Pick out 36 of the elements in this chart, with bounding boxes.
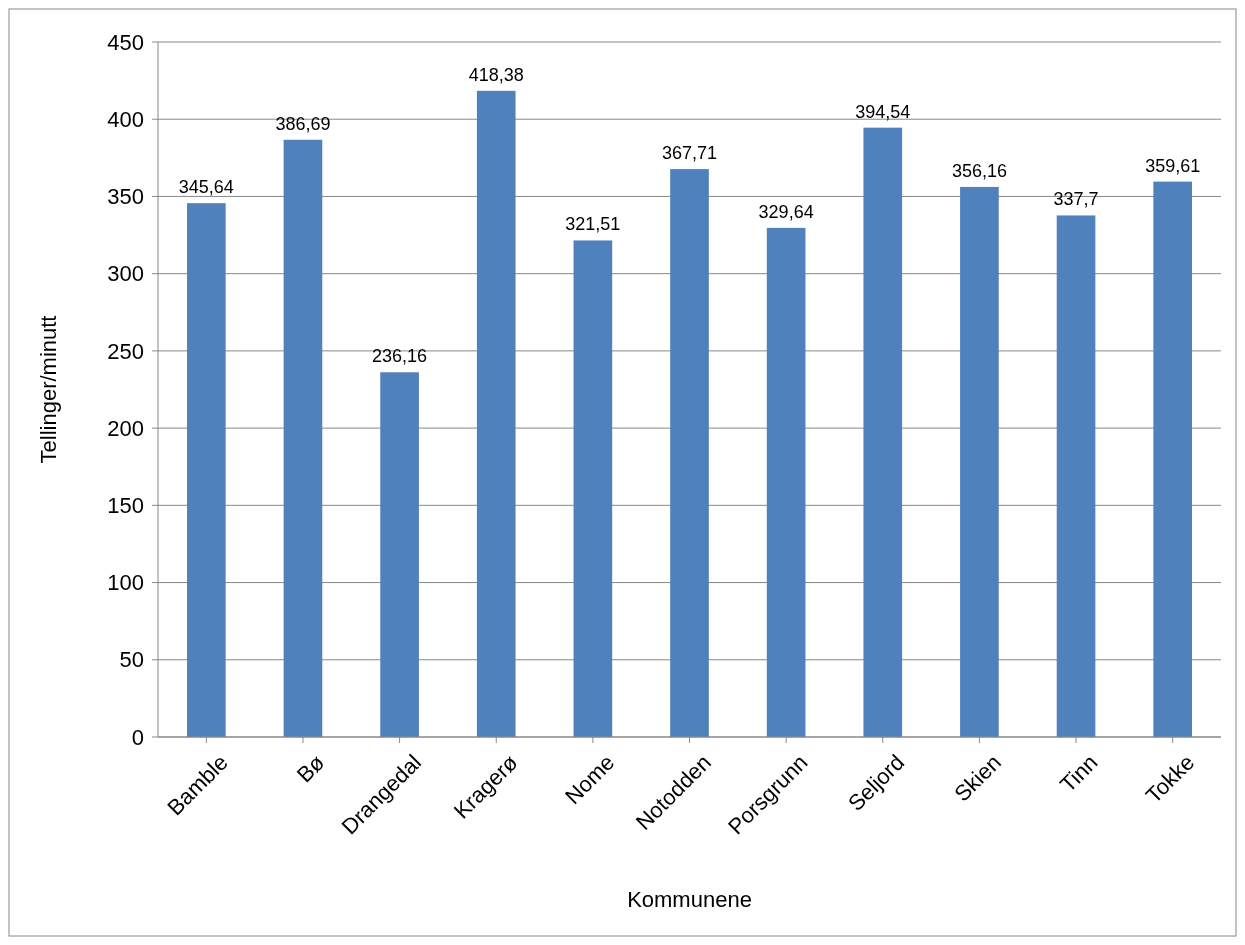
data-label: 367,71 [661, 143, 718, 164]
data-label: 359,61 [1145, 155, 1201, 176]
y-tick-label: 300 [107, 261, 144, 287]
bar [186, 203, 226, 737]
bar [573, 240, 613, 737]
bar [476, 90, 516, 737]
data-label: 321,51 [565, 214, 621, 235]
y-tick-label: 0 [131, 724, 144, 750]
data-label: 345,64 [178, 177, 234, 198]
data-label: 394,54 [855, 101, 911, 122]
x-axis-title: Kommunene [627, 887, 752, 912]
y-tick-label: 250 [107, 338, 144, 364]
bar [766, 227, 806, 737]
bar [380, 372, 419, 737]
bar [863, 127, 903, 737]
data-label: 329,64 [758, 201, 814, 222]
data-label: 236,16 [372, 346, 428, 367]
x-tick-label: Tinn [1055, 749, 1103, 798]
bar [1153, 181, 1192, 737]
y-tick-label: 150 [107, 493, 144, 519]
data-label: 418,38 [468, 64, 524, 85]
x-tick-label: Bø [291, 749, 330, 788]
bar [283, 139, 323, 737]
bar [960, 186, 999, 737]
y-tick-label: 350 [107, 184, 144, 210]
bar [1056, 215, 1096, 737]
y-tick-label: 200 [107, 415, 144, 441]
bar [670, 169, 709, 737]
y-axis-title: Tellinger/minutt [36, 315, 61, 464]
data-label: 386,69 [275, 113, 331, 134]
data-label: 356,16 [951, 160, 1007, 181]
data-label: 337,7 [1053, 189, 1099, 210]
y-tick-label: 400 [107, 106, 144, 132]
y-tick-label: 450 [107, 29, 144, 55]
y-tick-label: 100 [107, 570, 144, 596]
y-tick-label: 50 [119, 647, 144, 673]
